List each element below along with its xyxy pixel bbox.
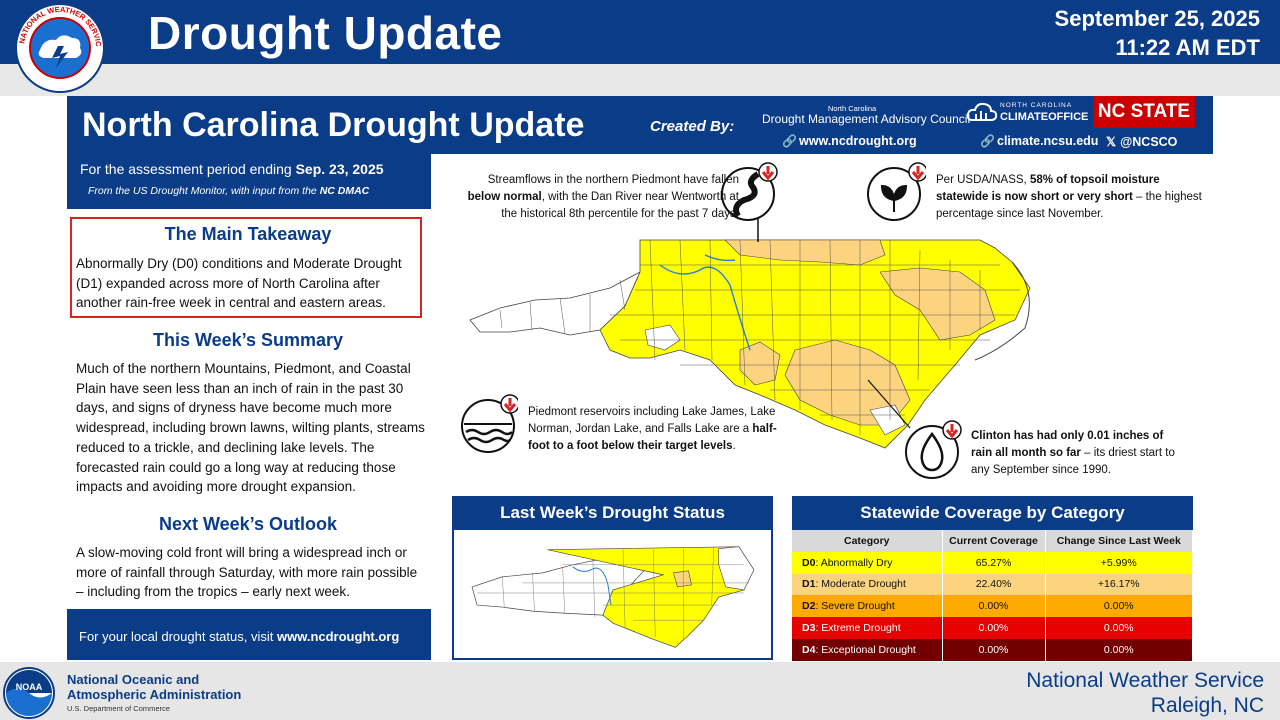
map-d1-region-southwest [739,341,781,386]
card-header [67,96,1213,154]
change-cell: +16.17% [1045,573,1193,596]
dmac-state-label: North Carolina [827,104,877,113]
nws-logo-icon: NATIONAL WEATHER SERVICE [10,2,105,93]
col-current: Current Coverage [942,530,1046,552]
takeaway-text: Abnormally Dry (D0) conditions and Moder… [76,256,402,311]
lastweek-rivers [572,566,612,606]
link-icon: 🔗 [782,134,797,148]
takeaway-heading: The Main Takeaway [164,224,332,244]
climate-office-small: NORTH CAROLINA [1000,102,1073,109]
col-change: Change Since Last Week [1045,530,1193,552]
x-handle-text[interactable]: @NCSCO [1120,135,1178,149]
lastweek-county-lines [477,547,749,640]
top-gray-strip [0,64,1280,96]
category-cell: D3: Extreme Drought [792,617,943,639]
assessment-date: Sep. 23, 2025 [295,161,384,177]
x-handle-link[interactable]: 𝕏 @NCSCO [1106,134,1177,149]
noaa-name: National Oceanic and Atmospheric Adminis… [67,672,242,702]
climate-link-text[interactable]: climate.ncsu.edu [997,134,1099,148]
last-week-heading: Last Week’s Drought Status [452,496,773,530]
summary-heading: This Week’s Summary [152,330,344,350]
current-cell: 0.00% [942,617,1046,639]
ncdrought-link[interactable]: 🔗 www.ncdrought.org [782,134,917,148]
map-d1-region-east [879,267,996,341]
ncdrought-link-text[interactable]: www.ncdrought.org [799,134,917,148]
map-clinton-pointer [867,379,911,429]
banner-time: 11:22 AM EDT [1115,35,1260,60]
coverage-heading: Statewide Coverage by Category [792,496,1193,530]
cloud-icon [966,102,998,121]
banner-datetime: September 25, 2025 11:22 AM EDT [1055,4,1260,62]
assessment-source: From the US Drought Monitor, with input … [88,185,370,197]
reservoir-callout: Piedmont reservoirs including Lake James… [528,406,777,452]
water-waves-icon [461,394,518,453]
current-cell: 65.27% [942,551,1046,574]
ncstate-logo: NC STATE [1093,96,1195,128]
table-row: D4: Exceptional Drought 0.00% 0.00% [792,638,1193,661]
map-county-lines [499,239,1020,435]
category-cell: D1: Moderate Drought [792,573,943,596]
col-category: Category [792,530,943,552]
noaa-logo-text: NOAA [16,682,43,692]
category-cell: D4: Exceptional Drought [792,638,943,661]
climate-office-logo: NORTH CAROLINA CLIMATEOFFICE [966,100,1089,128]
current-cell: 0.00% [942,638,1046,661]
category-cell: D0: Abnormally Dry [792,551,943,574]
change-cell: 0.00% [1045,617,1193,639]
table-row: D1: Moderate Drought 22.40% +16.17% [792,573,1193,596]
banner-date: September 25, 2025 [1054,6,1260,31]
water-drop-icon [905,420,962,479]
outlook-text: A slow-moving cold front will bring a wi… [76,545,418,600]
coverage-header-row: Category Current Coverage Change Since L… [792,530,1193,552]
climate-office-big: CLIMATEOFFICE [1000,111,1089,123]
clinton-callout: Clinton has had only 0.01 inches of rain… [971,430,1175,476]
footer-bar [0,662,1280,720]
map-rivers [659,254,751,351]
last-week-map [471,546,755,648]
nc-drought-map [469,210,1031,449]
main-takeaway-box [70,217,422,318]
nws-office: National Weather Service Raleigh, NC [1026,668,1264,718]
table-row: D3: Extreme Drought 0.00% 0.00% [792,617,1193,639]
map-d1-region-north [724,239,886,266]
current-cell: 22.40% [942,573,1046,596]
link-icon: 🔗 [980,134,995,148]
plant-icon [867,162,926,221]
summary-text: Much of the northern Mountains, Piedmont… [76,361,425,495]
topsoil-callout: Per USDA/NASS, 58% of topsoil moisture s… [936,174,1202,220]
outlook-heading: Next Week’s Outlook [158,514,338,534]
banner-title: Drought Update [148,7,503,59]
nws-name: National Weather Service [1026,669,1264,692]
map-outer-banks [974,261,1030,361]
coverage-panel: Statewide Coverage by Category Category … [792,496,1193,661]
category-cell: D2: Severe Drought [792,595,943,618]
river-icon [721,162,778,221]
streamflow-callout: Streamflows in the northern Piedmont hav… [467,174,739,220]
change-cell: 0.00% [1045,595,1193,618]
nws-location: Raleigh, NC [1150,694,1264,717]
table-row: D0: Abnormally Dry 65.27% +5.99% [792,551,1193,574]
noaa-logo-icon: NOAA [3,667,55,719]
card-title: North Carolina Drought Update [82,106,585,144]
coverage-table: Category Current Coverage Change Since L… [792,530,1193,661]
dmac-name: Drought Management Advisory Council [762,112,971,126]
table-row: D2: Severe Drought 0.00% 0.00% [792,595,1193,618]
top-banner [0,0,1280,64]
created-by-label: Created By: [650,118,735,135]
current-cell: 0.00% [942,595,1046,618]
climate-link[interactable]: 🔗 climate.ncsu.edu [980,134,1098,148]
noaa-department: U.S. Department of Commerce [67,704,170,713]
x-logo-icon: 𝕏 [1106,135,1117,149]
local-status-link[interactable]: www.ncdrought.org [276,629,400,644]
change-cell: +5.99% [1045,551,1193,574]
local-status-line: For your local drought status, visit www… [79,629,400,644]
assessment-period: For the assessment period ending Sep. 23… [80,161,384,177]
change-cell: 0.00% [1045,638,1193,661]
